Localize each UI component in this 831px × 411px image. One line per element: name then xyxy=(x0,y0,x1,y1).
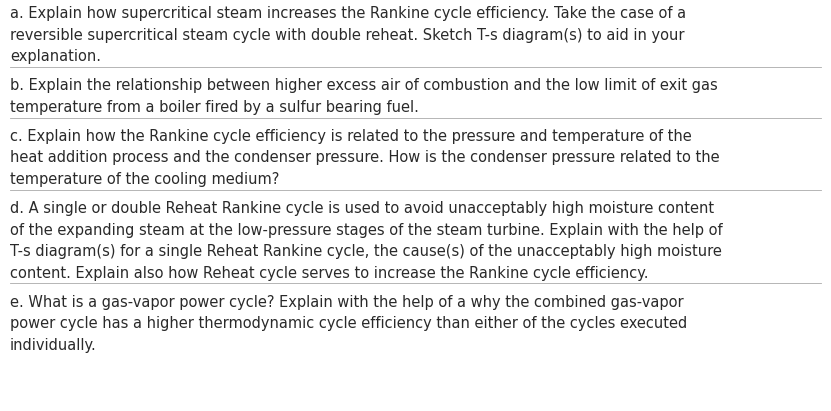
Text: d. A single or double Reheat Rankine cycle is used to avoid unacceptably high mo: d. A single or double Reheat Rankine cyc… xyxy=(10,201,714,216)
Text: temperature from a boiler fired by a sulfur bearing fuel.: temperature from a boiler fired by a sul… xyxy=(10,100,419,115)
Text: temperature of the cooling medium?: temperature of the cooling medium? xyxy=(10,172,279,187)
Text: e. What is a gas-vapor power cycle? Explain with the help of a why the combined : e. What is a gas-vapor power cycle? Expl… xyxy=(10,295,684,309)
Text: heat addition process and the condenser pressure. How is the condenser pressure : heat addition process and the condenser … xyxy=(10,150,720,165)
Text: power cycle has a higher thermodynamic cycle efficiency than either of the cycle: power cycle has a higher thermodynamic c… xyxy=(10,316,687,331)
Text: c. Explain how the Rankine cycle efficiency is related to the pressure and tempe: c. Explain how the Rankine cycle efficie… xyxy=(10,129,691,144)
Text: T-s diagram(s) for a single Reheat Rankine cycle, the cause(s) of the unacceptab: T-s diagram(s) for a single Reheat Ranki… xyxy=(10,244,722,259)
Text: explanation.: explanation. xyxy=(10,49,101,64)
Text: a. Explain how supercritical steam increases the Rankine cycle efficiency. Take : a. Explain how supercritical steam incre… xyxy=(10,6,686,21)
Text: reversible supercritical steam cycle with double reheat. Sketch T-s diagram(s) t: reversible supercritical steam cycle wit… xyxy=(10,28,685,43)
Text: b. Explain the relationship between higher excess air of combustion and the low : b. Explain the relationship between high… xyxy=(10,78,718,93)
Text: individually.: individually. xyxy=(10,338,96,353)
Text: content. Explain also how Reheat cycle serves to increase the Rankine cycle effi: content. Explain also how Reheat cycle s… xyxy=(10,266,648,281)
Text: of the expanding steam at the low-pressure stages of the steam turbine. Explain : of the expanding steam at the low-pressu… xyxy=(10,222,723,238)
